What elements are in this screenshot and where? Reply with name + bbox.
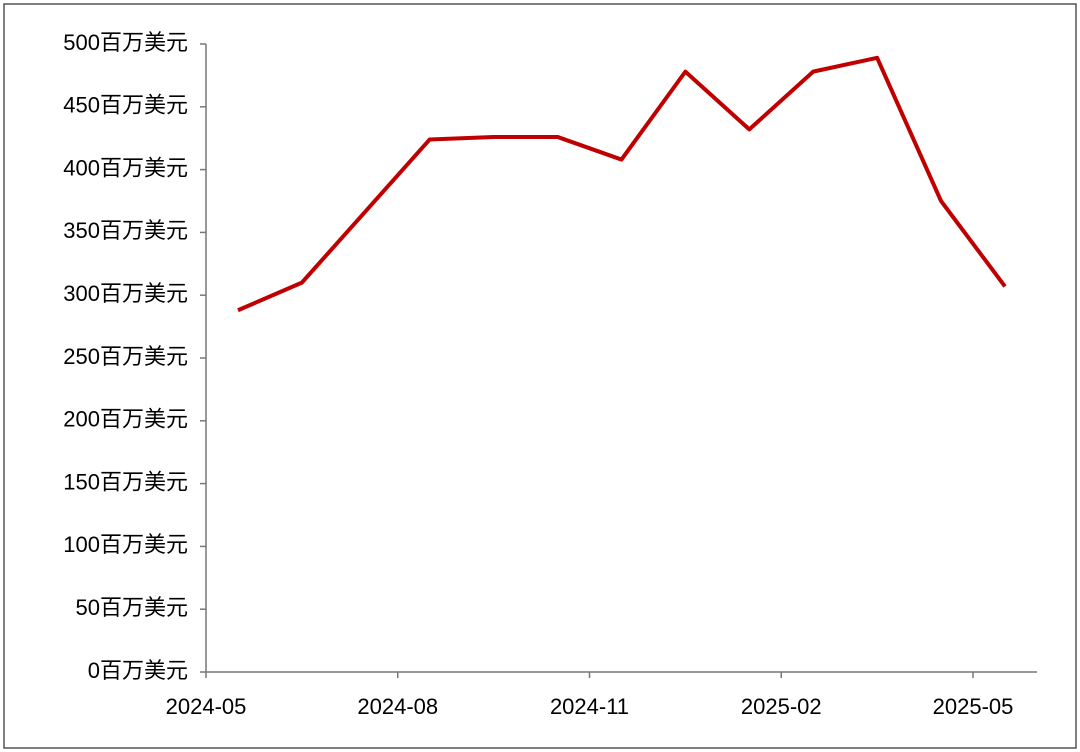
y-tick-label: 500百万美元: [63, 30, 188, 55]
y-tick-label: 0百万美元: [88, 658, 188, 683]
y-tick-label: 300百万美元: [63, 281, 188, 306]
y-tick-label: 450百万美元: [63, 93, 188, 118]
y-tick-label: 100百万美元: [63, 532, 188, 557]
y-tick-label: 200百万美元: [63, 407, 188, 432]
x-tick-label: 2025-05: [933, 694, 1014, 719]
x-tick-label: 2024-11: [550, 694, 629, 719]
x-tick-label: 2025-02: [741, 694, 822, 719]
y-tick-label: 50百万美元: [76, 595, 188, 620]
y-tick-label: 250百万美元: [63, 344, 188, 369]
y-tick-label: 350百万美元: [63, 218, 188, 243]
y-tick-label: 150百万美元: [63, 469, 188, 494]
y-tick-label: 400百万美元: [63, 155, 188, 180]
x-tick-label: 2024-05: [166, 694, 247, 719]
line: [237, 55, 1007, 313]
x-tick-label: 2024-08: [357, 694, 438, 719]
frame: [3, 3, 1077, 749]
